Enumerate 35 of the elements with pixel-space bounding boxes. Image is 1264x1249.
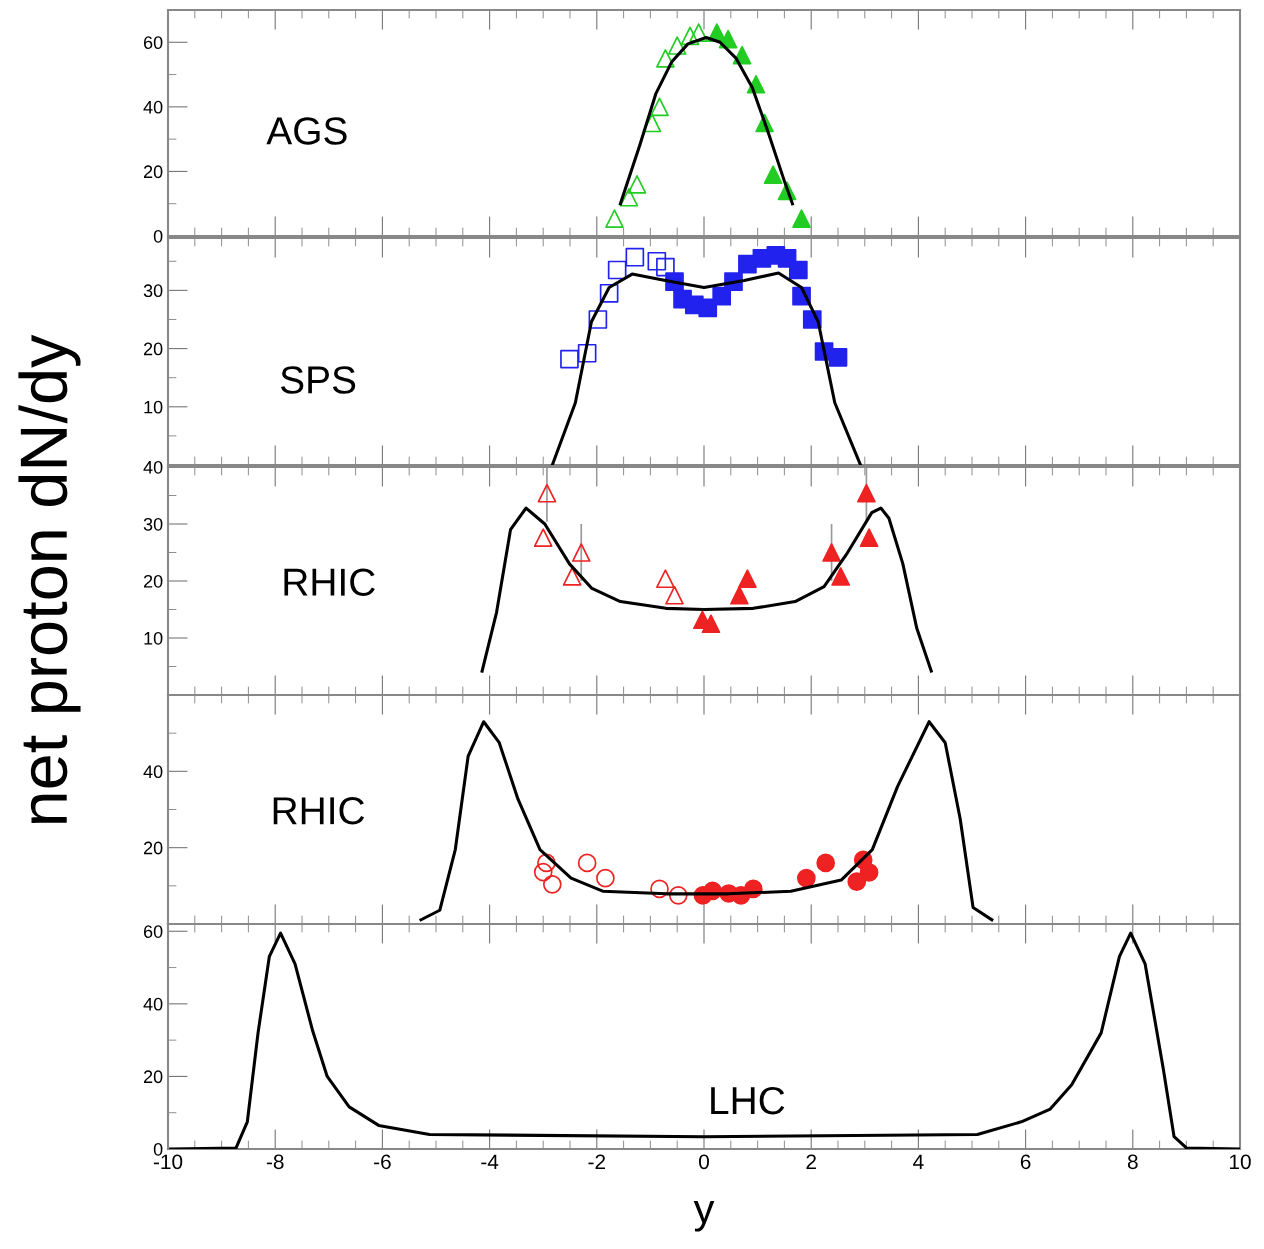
y-tick-label: 10 — [144, 631, 163, 645]
x-tick-label: 2 — [806, 1154, 816, 1169]
y-tick-label: 20 — [143, 1070, 163, 1084]
annotation: SPS — [280, 366, 356, 394]
y-tick-label: 20 — [143, 574, 163, 588]
y-tick-label: 40 — [143, 997, 163, 1011]
y-tick-label: 20 — [143, 165, 163, 179]
y-tick-label: 30 — [143, 284, 163, 298]
y-tick-label: 60 — [143, 36, 163, 50]
y-axis-title: net proton dN/dy — [18, 334, 81, 824]
x-tick-label: 10 — [1230, 1154, 1251, 1170]
y-tick-label: 60 — [143, 925, 163, 938]
x-tick-label: -4 — [481, 1154, 499, 1169]
x-axis-title: y — [693, 1200, 715, 1232]
y-tick-label: 20 — [143, 841, 163, 855]
y-tick-label: 0 — [153, 229, 163, 243]
annotation: RHIC — [273, 796, 365, 825]
x-tick-label: -8 — [266, 1154, 284, 1170]
y-tick-label: 30 — [143, 517, 163, 531]
annotation: RHIC — [284, 568, 375, 596]
y-tick-label: 40 — [143, 100, 163, 114]
y-tick-label: 10 — [144, 400, 163, 414]
x-tick-label: -6 — [374, 1154, 391, 1170]
y-tick-label: 0 — [153, 1142, 163, 1156]
x-tick-label: -2 — [588, 1154, 606, 1169]
x-tick-label: -10 — [153, 1154, 183, 1170]
annotation: LHC — [711, 1086, 785, 1115]
x-tick-label: 0 — [699, 1154, 709, 1170]
x-tick-label: 4 — [913, 1154, 924, 1169]
annotation: AGS — [266, 117, 347, 145]
x-tick-label: 6 — [1020, 1154, 1031, 1170]
x-tick-label: 8 — [1127, 1154, 1138, 1170]
y-tick-label: 20 — [143, 342, 163, 356]
y-tick-label: 40 — [143, 765, 163, 779]
y-tick-label: 40 — [143, 460, 163, 474]
